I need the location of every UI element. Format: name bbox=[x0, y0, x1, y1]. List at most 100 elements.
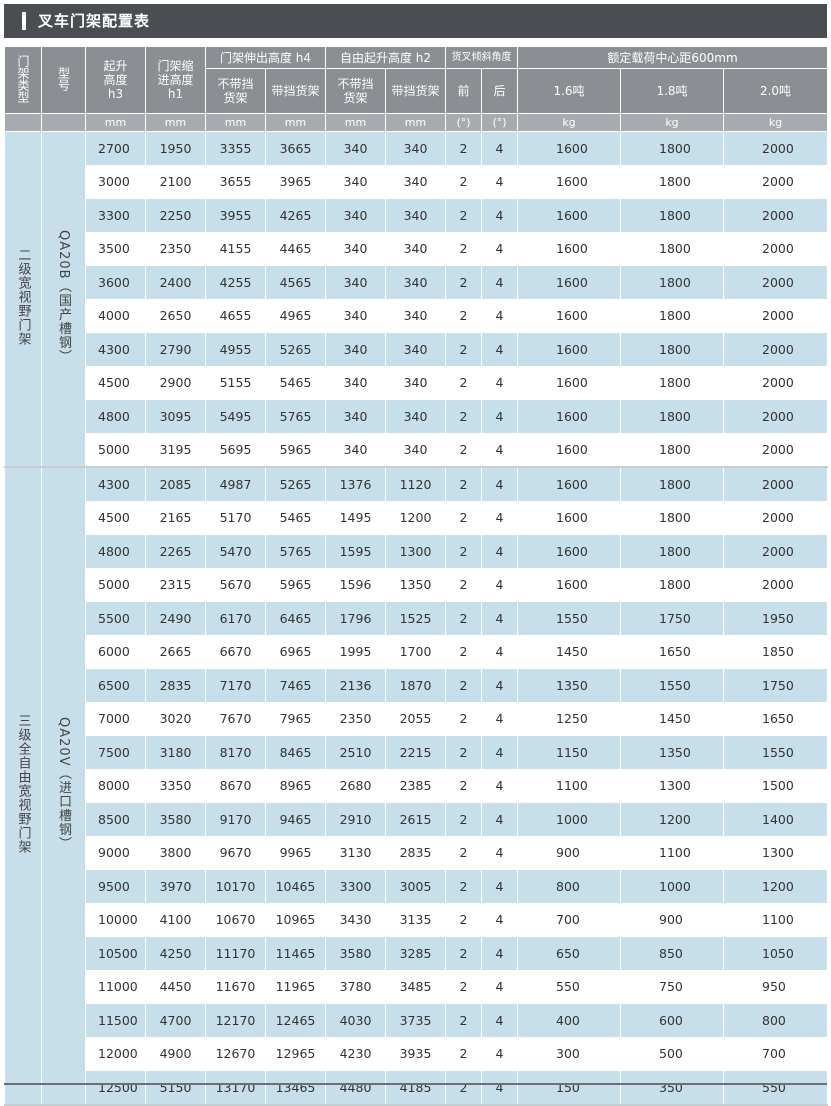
header-rated-load: 额定载荷中心距600mm bbox=[517, 46, 828, 69]
table-cell: 10965 bbox=[265, 902, 326, 937]
table-cell: 12465 bbox=[265, 1003, 326, 1038]
table-cell: 5265 bbox=[265, 332, 326, 367]
table-cell: 340 bbox=[325, 131, 386, 166]
header-extended-height: 门架伸出高度 h4 bbox=[205, 46, 326, 69]
table-cell: 7000 bbox=[85, 701, 146, 736]
page-title: 叉车门架配置表 bbox=[38, 12, 151, 30]
table-cell: 3970 bbox=[145, 869, 206, 904]
table-cell: 4 bbox=[481, 936, 518, 971]
mast-type-cell: 三级全自由宽视野门架 bbox=[4, 466, 42, 1105]
table-cell: 340 bbox=[325, 399, 386, 434]
table-cell: 2000 bbox=[723, 432, 828, 468]
table-cell: 2 bbox=[445, 567, 482, 602]
table-cell: 1600 bbox=[517, 500, 621, 535]
table-cell: 340 bbox=[325, 298, 386, 333]
table-cell: 4 bbox=[481, 668, 518, 703]
table-cell: 8500 bbox=[85, 802, 146, 837]
table-cell: 3350 bbox=[145, 768, 206, 803]
table-cell: 9000 bbox=[85, 835, 146, 870]
header-tilt-rear: 后 bbox=[481, 68, 518, 114]
table-cell: 2 bbox=[445, 365, 482, 400]
table-cell: 4 bbox=[481, 365, 518, 400]
table-cell: 4 bbox=[481, 198, 518, 233]
header-free-lift: 自由起升高度 h2 bbox=[325, 46, 446, 69]
unit-cell: mm bbox=[85, 113, 146, 132]
table-cell: 1750 bbox=[620, 601, 724, 636]
table-cell: 340 bbox=[385, 131, 446, 166]
table-cell: 2000 bbox=[723, 131, 828, 166]
table-row: 9000 3800 9670 9965 3130 2835 2 4 900 1100 1300 bbox=[5, 835, 828, 870]
table-row: 11500 4700 12170 12465 4030 3735 2 4 400 600 800 bbox=[5, 1003, 828, 1038]
table-cell: 1400 bbox=[723, 802, 828, 837]
header-h2-without-backrest: 不带挡货架 bbox=[325, 68, 386, 114]
table-row: 4800 2265 5470 5765 1595 1300 2 4 1600 1800 2000 bbox=[5, 534, 828, 569]
table-cell: 500 bbox=[620, 1036, 724, 1071]
table-cell: 12170 bbox=[205, 1003, 266, 1038]
table-row: 12500 5150 13170 13465 4480 4185 2 4 150 350 550 bbox=[5, 1070, 828, 1105]
table-cell: 5170 bbox=[205, 500, 266, 535]
table-cell: 1596 bbox=[325, 567, 386, 602]
table-row: 4300 2790 4955 5265 340 340 2 4 1600 1800 2000 bbox=[5, 332, 828, 367]
table-cell: 1000 bbox=[620, 869, 724, 904]
table-cell: 5150 bbox=[145, 1070, 206, 1105]
table-cell: 4250 bbox=[145, 936, 206, 971]
unit-cell: kg bbox=[723, 113, 828, 132]
table-cell: 4300 bbox=[85, 466, 146, 502]
table-cell: 7965 bbox=[265, 701, 326, 736]
table-cell: 1800 bbox=[620, 500, 724, 535]
table-cell: 1995 bbox=[325, 634, 386, 669]
table-cell: 4100 bbox=[145, 902, 206, 937]
table-cell: 340 bbox=[325, 231, 386, 266]
header-capacity-1-6t: 1.6吨 bbox=[517, 68, 621, 114]
header-tilt-front: 前 bbox=[445, 68, 482, 114]
table-cell: 4655 bbox=[205, 298, 266, 333]
table-cell: 1950 bbox=[723, 601, 828, 636]
table-cell: 11670 bbox=[205, 969, 266, 1004]
table-cell: 4 bbox=[481, 265, 518, 300]
table-cell: 2 bbox=[445, 802, 482, 837]
table-cell: 4 bbox=[481, 802, 518, 837]
table-cell: 4 bbox=[481, 601, 518, 636]
table-cell: 150 bbox=[517, 1070, 621, 1105]
table-cell: 2400 bbox=[145, 265, 206, 300]
table-cell: 1800 bbox=[620, 265, 724, 300]
title-accent bbox=[22, 12, 26, 30]
table-cell: 340 bbox=[325, 198, 386, 233]
table-cell: 340 bbox=[325, 432, 386, 468]
table-cell: 3800 bbox=[145, 835, 206, 870]
table-cell: 9965 bbox=[265, 835, 326, 870]
table-cell: 11965 bbox=[265, 969, 326, 1004]
table-cell: 12000 bbox=[85, 1036, 146, 1071]
table-cell: 1800 bbox=[620, 432, 724, 468]
table-cell: 2 bbox=[445, 164, 482, 199]
table-cell: 3935 bbox=[385, 1036, 446, 1071]
table-cell: 550 bbox=[723, 1070, 828, 1105]
table-cell: 1850 bbox=[723, 634, 828, 669]
table-cell: 3180 bbox=[145, 735, 206, 770]
header-model: 型号 bbox=[41, 46, 86, 114]
table-cell: 4 bbox=[481, 534, 518, 569]
table-cell: 11500 bbox=[85, 1003, 146, 1038]
table-cell: 3195 bbox=[145, 432, 206, 468]
table-cell: 4230 bbox=[325, 1036, 386, 1071]
table-row: 3500 2350 4155 4465 340 340 2 4 1600 1800 2000 bbox=[5, 231, 828, 266]
table-cell: 2000 bbox=[723, 399, 828, 434]
table-cell: 2 bbox=[445, 869, 482, 904]
table-cell: 2000 bbox=[723, 534, 828, 569]
table-cell: 750 bbox=[620, 969, 724, 1004]
table-cell: 1800 bbox=[620, 198, 724, 233]
model-cell: QA20V（进口槽钢） bbox=[41, 466, 86, 1105]
model-cell: QA20B（国产槽钢） bbox=[41, 131, 86, 468]
table-cell: 3020 bbox=[145, 701, 206, 736]
table-cell: 350 bbox=[620, 1070, 724, 1105]
table-cell: 800 bbox=[517, 869, 621, 904]
table-cell: 3285 bbox=[385, 936, 446, 971]
table-row: 3600 2400 4255 4565 340 340 2 4 1600 1800 2000 bbox=[5, 265, 828, 300]
table-cell: 7670 bbox=[205, 701, 266, 736]
table-row: 6000 2665 6670 6965 1995 1700 2 4 1450 1650 1850 bbox=[5, 634, 828, 669]
table-row: 8000 3350 8670 8965 2680 2385 2 4 1100 1300 1500 bbox=[5, 768, 828, 803]
table-cell: 6965 bbox=[265, 634, 326, 669]
table-cell: 2 bbox=[445, 936, 482, 971]
table-cell: 10465 bbox=[265, 869, 326, 904]
table-cell: 2085 bbox=[145, 466, 206, 502]
